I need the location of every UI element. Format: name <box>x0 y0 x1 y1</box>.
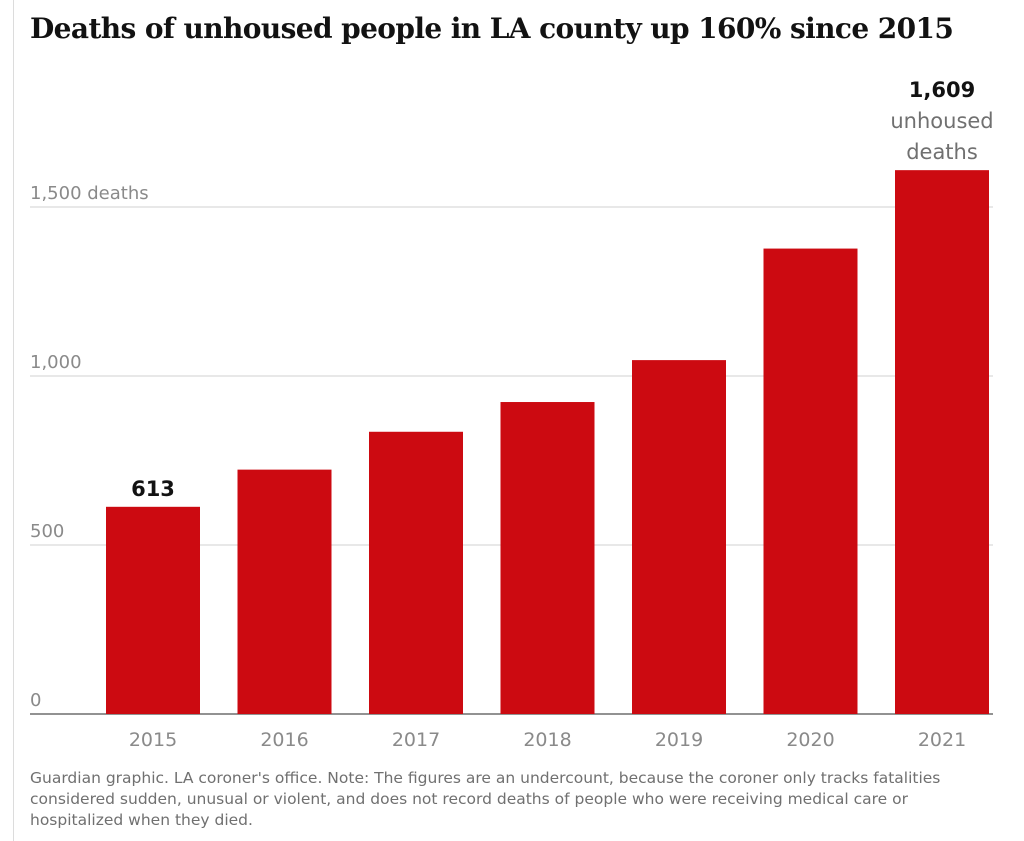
bar <box>369 431 463 714</box>
data-label: 613 <box>131 477 175 501</box>
x-tick-label: 2016 <box>260 729 308 751</box>
bar-chart: 0 500 1,000 1,500 deaths 2015 2016 2017 2018 201… <box>30 78 994 751</box>
data-label: 1,609 <box>909 78 975 102</box>
y-tick-label: 1,000 <box>30 352 82 373</box>
chart-title: Deaths of unhoused people in LA county u… <box>30 12 954 45</box>
bar <box>763 248 858 714</box>
left-divider <box>13 0 14 841</box>
x-tick-label: 2020 <box>786 729 834 751</box>
bar <box>500 402 595 714</box>
x-tick-label: 2019 <box>655 729 703 751</box>
bar <box>237 469 332 714</box>
bar <box>632 360 726 714</box>
y-tick-label: 500 <box>30 521 64 542</box>
bar <box>106 506 200 714</box>
x-tick-label: 2015 <box>129 729 177 751</box>
data-label: unhoused <box>890 109 993 133</box>
y-tick-label: 0 <box>30 690 41 711</box>
x-tick-label: 2018 <box>523 729 571 751</box>
source-note: Guardian graphic. LA coroner's office. N… <box>30 769 941 829</box>
y-tick-label: 1,500 deaths <box>30 183 149 204</box>
x-tick-label: 2021 <box>918 729 966 751</box>
bar <box>895 170 989 714</box>
data-label: deaths <box>906 140 978 164</box>
x-tick-label: 2017 <box>392 729 440 751</box>
